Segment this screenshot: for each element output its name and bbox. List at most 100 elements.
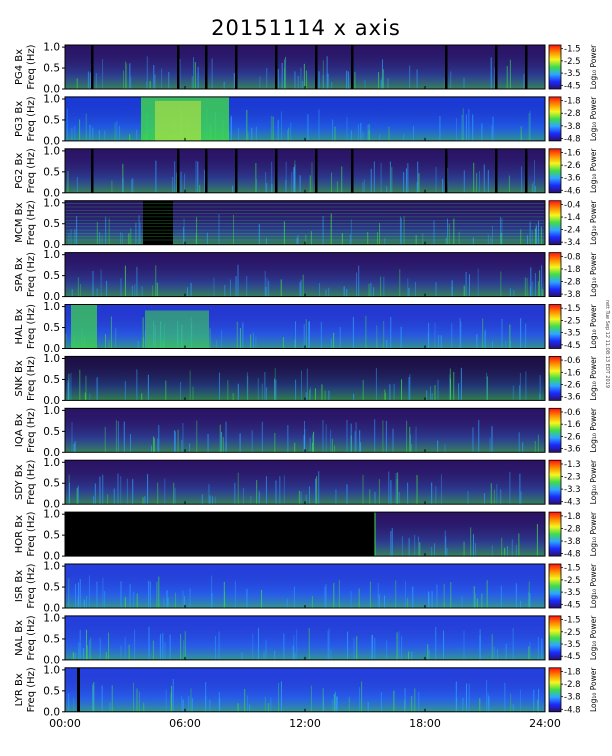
- power-streak: [483, 164, 485, 193]
- power-streak: [277, 119, 279, 141]
- power-streak: [136, 369, 138, 401]
- power-streak: [129, 583, 131, 608]
- power-streak: [180, 634, 182, 660]
- colorbar-tick-label: -1.8: [564, 97, 581, 107]
- power-streak: [520, 126, 522, 141]
- y-axis-label: SDY Bx: [14, 464, 25, 500]
- power-streak: [487, 234, 489, 245]
- power-streak: [500, 232, 502, 245]
- power-streak: [525, 323, 527, 349]
- y-tick-label: 0.5: [43, 166, 60, 178]
- power-streak: [293, 635, 295, 660]
- power-streak: [267, 702, 269, 712]
- data-gap: [525, 148, 528, 193]
- power-streak: [446, 548, 448, 557]
- power-streak: [391, 167, 393, 193]
- power-streak: [130, 76, 132, 89]
- colorbar-tick-label: -1.6: [564, 368, 581, 378]
- power-streak: [197, 66, 199, 89]
- power-streak: [321, 384, 323, 401]
- power-streak: [365, 315, 367, 349]
- power-streak: [84, 392, 86, 401]
- power-streak: [346, 484, 348, 505]
- power-streak: [300, 279, 302, 297]
- power-streak: [475, 593, 477, 608]
- colorbar-tick-label: -0.6: [564, 356, 581, 366]
- power-streak: [165, 689, 167, 712]
- power-streak: [476, 334, 478, 349]
- power-streak: [286, 598, 288, 608]
- power-streak: [270, 697, 272, 712]
- power-streak: [330, 213, 332, 245]
- power-streak: [491, 426, 493, 453]
- power-streak: [494, 67, 496, 89]
- power-streak: [205, 682, 207, 712]
- power-streak: [460, 367, 462, 401]
- power-streak: [265, 286, 267, 297]
- power-streak: [222, 437, 224, 453]
- power-streak: [481, 123, 483, 141]
- colorbar-tick-label: -3.6: [564, 174, 581, 184]
- power-streak: [539, 393, 541, 401]
- power-streak: [146, 56, 148, 89]
- power-streak: [379, 134, 381, 141]
- power-streak: [490, 57, 492, 89]
- power-streak: [259, 76, 261, 89]
- power-streak: [536, 524, 538, 557]
- power-streak: [270, 115, 272, 141]
- power-streak: [290, 122, 292, 141]
- power-streak: [99, 637, 101, 660]
- power-streak: [486, 372, 488, 401]
- power-streak: [144, 496, 146, 505]
- power-streak: [68, 373, 70, 401]
- power-streak: [368, 283, 370, 297]
- power-streak: [460, 321, 462, 349]
- power-streak: [158, 576, 160, 608]
- y-tick-label: 1.0: [43, 93, 60, 105]
- colorbar: [548, 304, 562, 349]
- power-streak: [412, 125, 414, 141]
- power-streak: [283, 633, 285, 660]
- y-tick-label: 0.5: [43, 582, 60, 594]
- power-streak: [93, 496, 95, 505]
- power-streak: [274, 433, 276, 453]
- power-streak: [363, 179, 365, 193]
- power-streak: [384, 595, 386, 608]
- colorbar-tick-label: -4.8: [564, 705, 581, 715]
- power-streak: [287, 130, 289, 141]
- power-streak: [177, 429, 179, 453]
- colorbar-tick-label: -4.5: [564, 600, 581, 610]
- power-streak: [181, 696, 183, 712]
- y-axis-label: SPA Bx: [14, 257, 25, 292]
- power-streak: [123, 421, 125, 453]
- power-streak: [510, 693, 512, 712]
- power-streak: [70, 372, 72, 401]
- power-streak: [265, 639, 267, 660]
- power-streak: [470, 527, 472, 557]
- power-streak: [376, 232, 378, 245]
- power-streak: [341, 166, 343, 193]
- power-streak: [506, 66, 508, 89]
- power-streak: [535, 225, 537, 245]
- power-streak: [77, 277, 79, 297]
- power-streak: [242, 322, 244, 349]
- colorbar: [548, 563, 562, 609]
- power-streak: [237, 264, 239, 297]
- power-streak: [362, 182, 364, 193]
- power-streak: [434, 543, 436, 557]
- power-streak: [89, 125, 91, 141]
- power-streak: [465, 114, 467, 141]
- data-gap: [91, 148, 94, 193]
- power-streak: [302, 274, 304, 297]
- power-streak: [403, 172, 405, 193]
- power-streak: [324, 390, 326, 401]
- chart-title: 20151114 x axis: [211, 16, 401, 40]
- power-streak: [348, 696, 350, 712]
- power-streak: [274, 378, 276, 401]
- power-streak: [323, 702, 325, 712]
- power-streak: [239, 328, 241, 349]
- power-streak: [257, 377, 259, 401]
- colorbar-tick-label: -1.4: [564, 213, 581, 223]
- power-streak: [393, 383, 395, 401]
- data-gap: [77, 667, 80, 712]
